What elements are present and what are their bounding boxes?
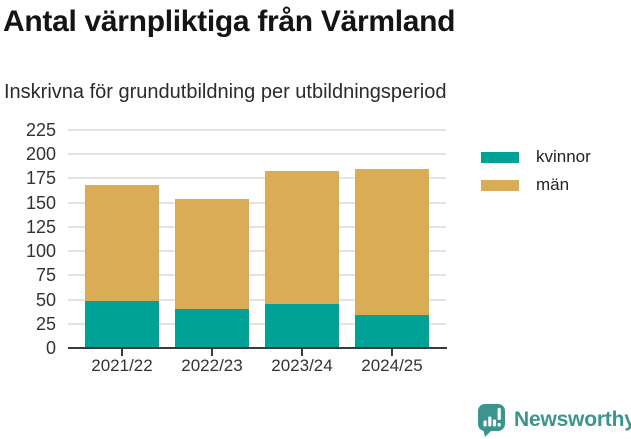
- branding-logo-text: Newsworthy: [514, 407, 631, 431]
- x-tick: [211, 349, 213, 356]
- gridline: [68, 153, 446, 156]
- plot-area: [68, 129, 446, 348]
- bar-segment-kvinnor-2023/24: [265, 304, 339, 348]
- y-tick-label: 175: [25, 168, 56, 189]
- y-tick-label: 50: [35, 289, 56, 310]
- y-tick-label: 125: [25, 216, 56, 237]
- bar-segment-män-2021/22: [85, 185, 159, 301]
- gridline: [68, 177, 446, 180]
- bar-segment-kvinnor-2021/22: [85, 301, 159, 348]
- bar-segment-kvinnor-2022/23: [175, 309, 249, 348]
- x-tick-label: 2023/24: [271, 356, 333, 375]
- gridline: [68, 322, 446, 325]
- bar-segment-män-2024/25: [355, 169, 429, 315]
- x-tick-label: 2021/22: [91, 356, 153, 375]
- y-tick-label: 75: [35, 265, 56, 286]
- y-tick-label: 100: [25, 241, 56, 262]
- gridline: [68, 129, 446, 131]
- gridline: [68, 274, 446, 277]
- legend-swatch-kvinnor: [481, 151, 519, 163]
- bar-segment-män-2022/23: [175, 199, 249, 309]
- chart-title: Antal värnpliktiga från Värmland: [3, 5, 456, 38]
- legend-item-män: män: [481, 175, 591, 195]
- y-tick-label: 150: [25, 192, 56, 213]
- gridline: [68, 225, 446, 228]
- legend: kvinnor män: [481, 147, 591, 203]
- bar-segment-kvinnor-2024/25: [355, 315, 429, 348]
- y-tick-label: 200: [25, 144, 56, 165]
- legend-item-kvinnor: kvinnor: [481, 147, 591, 167]
- gridline: [68, 250, 446, 253]
- x-tick-label: 2024/25: [361, 356, 423, 375]
- y-tick-label: 0: [45, 338, 56, 358]
- y-tick-label: 225: [25, 120, 56, 140]
- legend-label: kvinnor: [536, 147, 591, 166]
- gridline: [68, 201, 446, 204]
- legend-label: män: [536, 175, 570, 194]
- y-tick-label: 25: [35, 313, 56, 334]
- newsworthy-bar-chart-bubble-icon: [478, 404, 505, 437]
- x-tick: [391, 349, 393, 356]
- legend-swatch-män: [481, 179, 519, 191]
- x-tick: [121, 349, 123, 356]
- chart-subtitle: Inskrivna för grundutbildning per utbild…: [4, 81, 447, 103]
- x-tick-label: 2022/23: [181, 356, 243, 375]
- branding-footer: Newsworthy: [476, 401, 631, 438]
- x-axis-line: [68, 347, 447, 349]
- gridline: [68, 298, 446, 301]
- x-tick: [301, 349, 303, 356]
- bar-segment-män-2023/24: [265, 171, 339, 304]
